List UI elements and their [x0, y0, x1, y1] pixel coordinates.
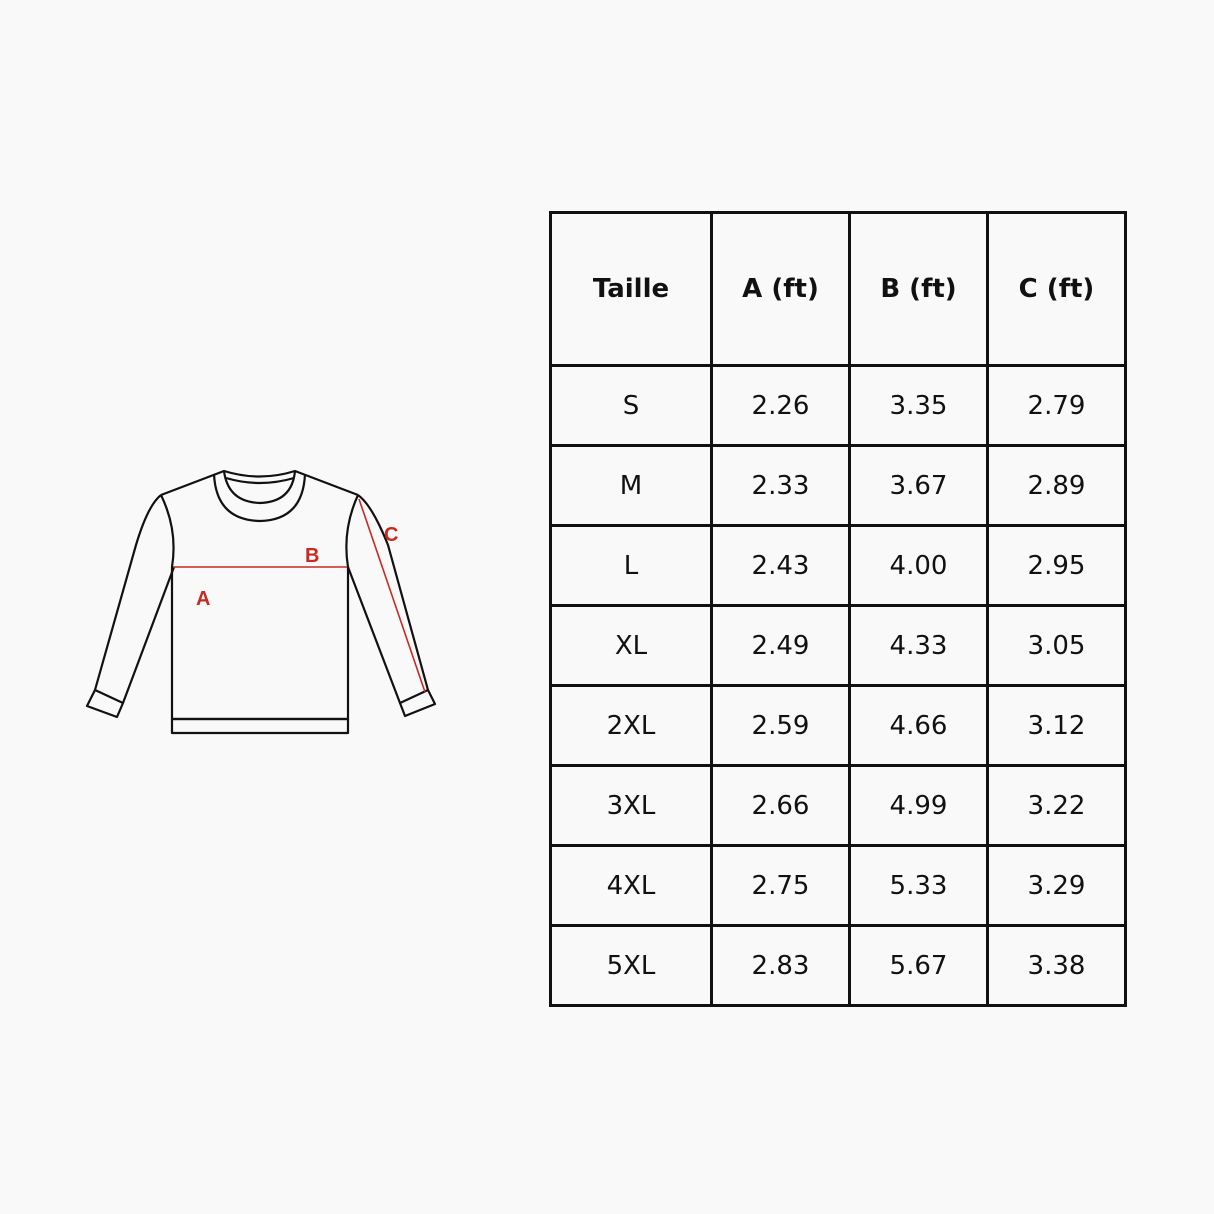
- cell-a: 2.83: [710, 924, 851, 1007]
- cell-size: M: [549, 444, 713, 527]
- table-header-row: Taille A (ft) B (ft) C (ft): [549, 211, 1127, 367]
- cell-c: 3.38: [986, 924, 1127, 1007]
- cell-a: 2.75: [710, 844, 851, 927]
- cell-a: 2.33: [710, 444, 851, 527]
- cell-c: 2.95: [986, 524, 1127, 607]
- cell-b: 5.33: [848, 844, 989, 927]
- cell-a: 2.59: [710, 684, 851, 767]
- table-row: L 2.43 4.00 2.95: [549, 524, 1127, 607]
- cell-a: 2.49: [710, 604, 851, 687]
- header-size: Taille: [549, 211, 713, 367]
- header-c: C (ft): [986, 211, 1127, 367]
- cell-b: 4.33: [848, 604, 989, 687]
- cell-c: 3.12: [986, 684, 1127, 767]
- cell-b: 4.99: [848, 764, 989, 847]
- cell-size: 4XL: [549, 844, 713, 927]
- cell-b: 3.67: [848, 444, 989, 527]
- cell-a: 2.43: [710, 524, 851, 607]
- cell-b: 3.35: [848, 364, 989, 447]
- header-a: A (ft): [710, 211, 851, 367]
- cell-b: 4.66: [848, 684, 989, 767]
- cell-b: 4.00: [848, 524, 989, 607]
- cell-size: L: [549, 524, 713, 607]
- cell-a: 2.26: [710, 364, 851, 447]
- cell-c: 2.89: [986, 444, 1127, 527]
- label-a: A: [196, 588, 210, 610]
- label-c: C: [384, 524, 398, 546]
- cell-c: 3.22: [986, 764, 1127, 847]
- measurement-line-c: [358, 498, 426, 693]
- table-row: 5XL 2.83 5.67 3.38: [549, 924, 1127, 1007]
- size-table: Taille A (ft) B (ft) C (ft) S 2.26 3.35 2.7…: [549, 211, 1127, 1007]
- table-row: M 2.33 3.67 2.89: [549, 444, 1127, 527]
- table-row: 4XL 2.75 5.33 3.29: [549, 844, 1127, 927]
- cell-size: XL: [549, 604, 713, 687]
- table-row: XL 2.49 4.33 3.05: [549, 604, 1127, 687]
- cell-b: 5.67: [848, 924, 989, 1007]
- label-b: B: [305, 545, 319, 567]
- cell-c: 2.79: [986, 364, 1127, 447]
- cell-c: 3.29: [986, 844, 1127, 927]
- table-row: S 2.26 3.35 2.79: [549, 364, 1127, 447]
- cell-size: 5XL: [549, 924, 713, 1007]
- cell-c: 3.05: [986, 604, 1127, 687]
- cell-size: S: [549, 364, 713, 447]
- cell-a: 2.66: [710, 764, 851, 847]
- cell-size: 2XL: [549, 684, 713, 767]
- sweater-outline: [85, 469, 437, 735]
- cell-size: 3XL: [549, 764, 713, 847]
- table-row: 3XL 2.66 4.99 3.22: [549, 764, 1127, 847]
- table-row: 2XL 2.59 4.66 3.12: [549, 684, 1127, 767]
- header-b: B (ft): [848, 211, 989, 367]
